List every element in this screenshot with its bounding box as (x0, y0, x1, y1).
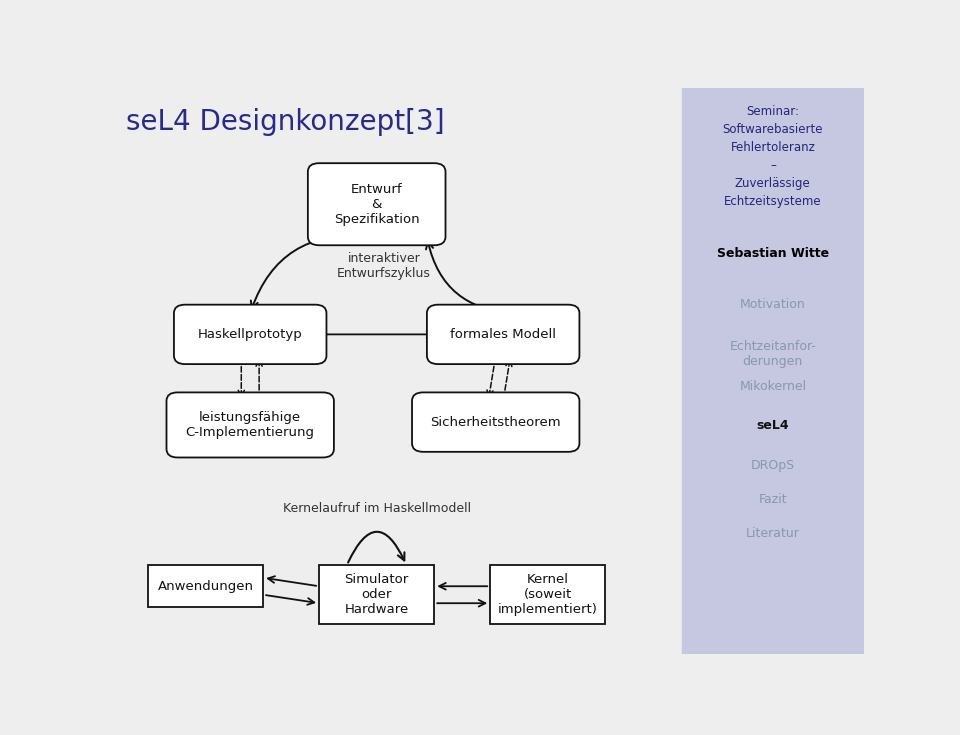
FancyArrowPatch shape (256, 360, 262, 398)
FancyArrowPatch shape (266, 595, 314, 605)
FancyArrowPatch shape (348, 531, 404, 562)
Text: leistungsfähige
C-Implementierung: leistungsfähige C-Implementierung (185, 411, 315, 439)
FancyArrowPatch shape (238, 359, 245, 396)
Text: Fazit: Fazit (758, 493, 787, 506)
Text: DROpS: DROpS (751, 459, 795, 472)
Text: Sicherheitstheorem: Sicherheitstheorem (430, 415, 561, 429)
FancyArrowPatch shape (268, 576, 316, 586)
Text: Mikokernel: Mikokernel (739, 380, 806, 392)
Bar (682, 88, 864, 654)
FancyArrowPatch shape (437, 600, 486, 606)
Text: Echtzeitanfor-
derungen: Echtzeitanfor- derungen (730, 340, 816, 368)
Text: interaktiver
Entwurfszyklus: interaktiver Entwurfszyklus (337, 253, 431, 281)
FancyBboxPatch shape (319, 565, 434, 625)
Text: formales Modell: formales Modell (450, 328, 556, 341)
Text: Kernel
(soweit
implementiert): Kernel (soweit implementiert) (498, 573, 598, 616)
Text: Anwendungen: Anwendungen (157, 580, 253, 592)
Text: Entwurf
&
Spezifikation: Entwurf & Spezifikation (334, 183, 420, 226)
FancyArrowPatch shape (487, 359, 495, 396)
FancyArrowPatch shape (318, 331, 433, 337)
FancyArrowPatch shape (504, 360, 512, 398)
Text: Seminar:
Softwarebasierte
Fehlertoleranz
–
Zuverlässige
Echtzeitsysteme: Seminar: Softwarebasierte Fehlertoleranz… (723, 105, 823, 208)
Text: Motivation: Motivation (740, 298, 805, 311)
Text: seL4: seL4 (756, 419, 789, 432)
Text: Sebastian Witte: Sebastian Witte (717, 247, 828, 259)
FancyBboxPatch shape (491, 565, 606, 625)
FancyArrowPatch shape (426, 242, 516, 313)
Text: seL4 Designkonzept[3]: seL4 Designkonzept[3] (126, 108, 444, 136)
FancyBboxPatch shape (412, 392, 580, 452)
FancyArrowPatch shape (439, 583, 488, 589)
Text: Literatur: Literatur (746, 527, 800, 539)
Text: Simulator
oder
Hardware: Simulator oder Hardware (345, 573, 409, 616)
Text: Kernelaufruf im Haskellmodell: Kernelaufruf im Haskellmodell (282, 503, 470, 515)
FancyBboxPatch shape (308, 163, 445, 245)
FancyBboxPatch shape (148, 565, 263, 607)
FancyBboxPatch shape (427, 305, 580, 364)
FancyBboxPatch shape (174, 305, 326, 364)
FancyBboxPatch shape (166, 392, 334, 457)
Text: Haskellprototyp: Haskellprototyp (198, 328, 302, 341)
FancyArrowPatch shape (251, 236, 367, 309)
